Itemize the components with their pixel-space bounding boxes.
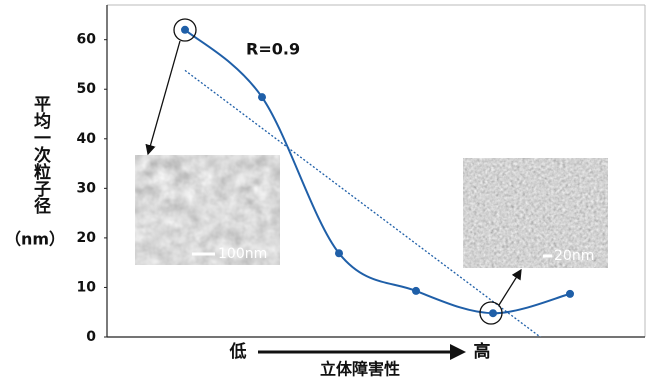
data-point bbox=[412, 287, 420, 295]
data-point bbox=[258, 93, 266, 101]
y-tick-label: 0 bbox=[86, 329, 96, 345]
data-point bbox=[489, 309, 497, 317]
y-tick-label: 50 bbox=[77, 81, 97, 97]
y-tick-label: 30 bbox=[77, 180, 97, 196]
data-point bbox=[181, 26, 189, 34]
data-point bbox=[566, 290, 574, 298]
chart: 100nm 20nm R=0.9 平均一次粒子径 （nm） 低 高 立体障害性 … bbox=[0, 0, 646, 378]
data-point bbox=[335, 249, 343, 257]
scale-label: 20nm bbox=[554, 248, 594, 264]
y-tick-label: 10 bbox=[77, 279, 97, 295]
annotation: R=0.9 bbox=[246, 40, 300, 59]
scale-label: 100nm bbox=[218, 246, 267, 262]
arrow-head bbox=[450, 344, 466, 360]
callout-arrow bbox=[499, 270, 521, 305]
x-axis-label: 立体障害性 bbox=[320, 360, 400, 378]
inset-image: 100nm bbox=[135, 155, 280, 265]
x-low-label: 低 bbox=[229, 341, 247, 362]
x-high-label: 高 bbox=[474, 341, 491, 362]
y-axis-unit: （nm） bbox=[5, 230, 65, 249]
inset-image: 20nm bbox=[463, 158, 608, 268]
callout-arrow bbox=[148, 41, 180, 154]
y-tick-label: 20 bbox=[77, 230, 97, 246]
y-tick-label: 60 bbox=[77, 32, 97, 48]
y-tick-label: 40 bbox=[77, 131, 97, 147]
y-axis-label: 平均一次粒子径 bbox=[30, 95, 51, 214]
